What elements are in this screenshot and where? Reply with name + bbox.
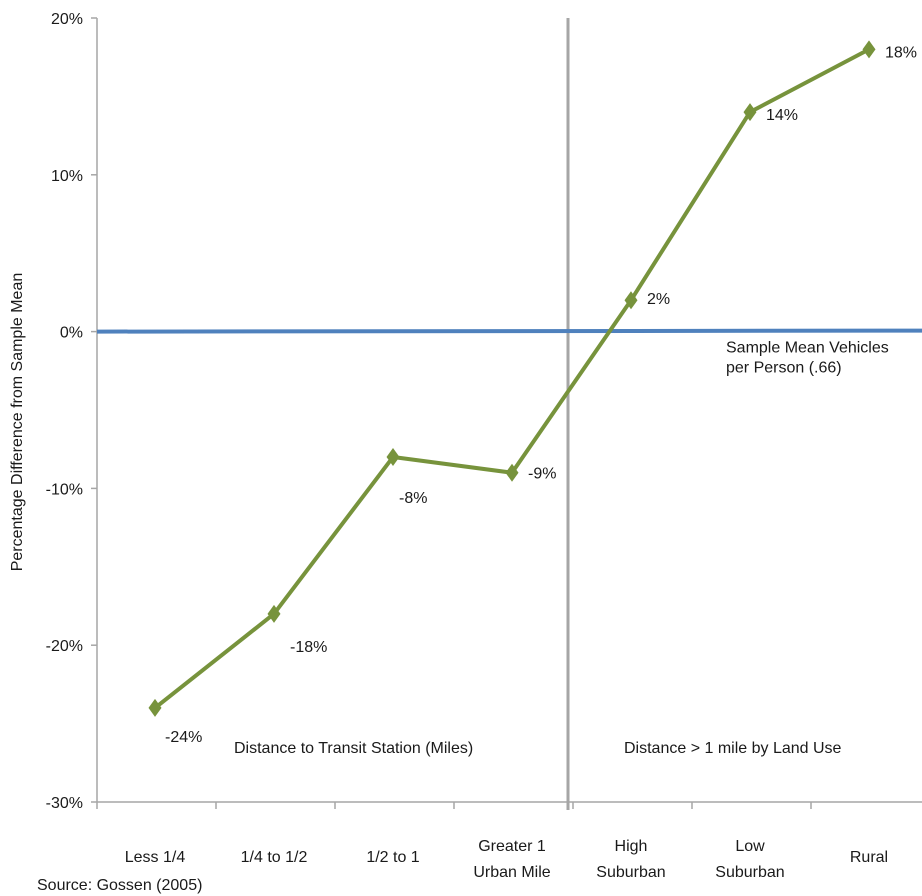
y-tick-label: -30% <box>46 795 83 812</box>
section-label: Distance > 1 mile by Land Use <box>624 740 842 757</box>
y-axis-title: Percentage Difference from Sample Mean <box>9 273 26 572</box>
series-layer <box>148 40 876 717</box>
y-tick-label: 20% <box>51 11 83 28</box>
source-note: Source: Gossen (2005) <box>37 877 202 894</box>
data-label: -24% <box>165 729 202 746</box>
data-label: 14% <box>766 107 798 124</box>
data-point-marker <box>862 40 876 59</box>
reference-line-label: per Person (.66) <box>726 360 842 377</box>
data-point-marker <box>505 463 519 482</box>
x-category-label: 1/2 to 1 <box>366 849 419 866</box>
x-category-label: Urban Mile <box>473 864 550 881</box>
x-category-label: High <box>615 838 648 855</box>
data-label: 18% <box>885 44 917 61</box>
y-tick-label: -20% <box>46 638 83 655</box>
x-category-label: Suburban <box>596 864 665 881</box>
data-point-marker <box>267 604 281 623</box>
series-line <box>153 47 870 710</box>
x-category-label: Greater 1 <box>478 838 546 855</box>
x-category-label: 1/4 to 1/2 <box>241 849 308 866</box>
labels-layer: -24% -18% -8% -9% 2% 14% 18% Distance to Transi… <box>37 44 917 894</box>
section-label: Distance to Transit Station (Miles) <box>234 740 473 757</box>
x-category-label: Less 1/4 <box>125 849 186 866</box>
x-category-label: Rural <box>850 849 888 866</box>
data-label: 2% <box>647 291 670 308</box>
reference-line-layer: Sample Mean Vehicles per Person (.66) <box>96 328 922 377</box>
y-tick-label: 10% <box>51 168 83 185</box>
x-category-label: Low <box>735 838 765 855</box>
data-point-marker <box>624 291 638 310</box>
data-point-marker <box>743 103 757 122</box>
data-label: -8% <box>399 490 427 507</box>
data-point-marker <box>148 698 162 717</box>
x-category-label: Suburban <box>715 864 784 881</box>
data-label: -9% <box>528 466 556 483</box>
y-tick-label: 0% <box>60 325 83 342</box>
data-label: -18% <box>290 639 327 656</box>
reference-line-label: Sample Mean Vehicles <box>726 340 889 357</box>
y-tick-label: -10% <box>46 481 83 498</box>
data-point-marker <box>386 448 400 467</box>
reference-line <box>96 328 922 334</box>
axes-layer: 20% 10% 0% -10% -20% -30% Less 1/4 1/4 to 1/2 1/… <box>9 11 922 881</box>
